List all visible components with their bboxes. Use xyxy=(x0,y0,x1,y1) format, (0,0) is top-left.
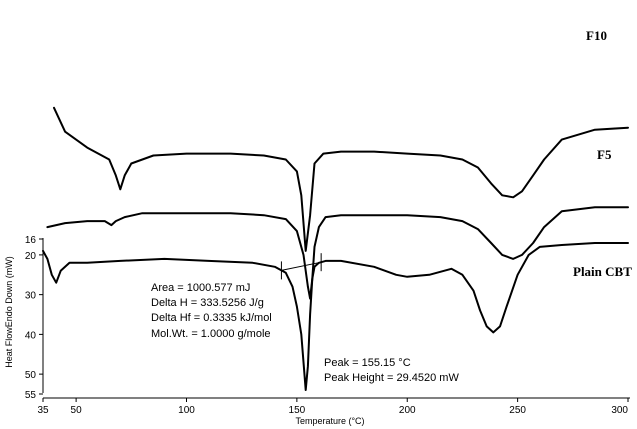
curve-label-f5: F5 xyxy=(597,147,612,162)
y-tick-label: 55 xyxy=(25,390,37,401)
x-tick-label: 35 xyxy=(37,405,49,416)
peak-height-annotation: Peak Height = 29.4520 mW xyxy=(324,372,459,384)
x-tick-label: 50 xyxy=(71,405,83,416)
y-tick-label: 20 xyxy=(25,251,37,262)
curve-plain-cbt xyxy=(42,242,629,391)
x-axis: Temperature (°C) xyxy=(43,397,630,426)
y-tick-labels: 16 20 30 40 50 55 xyxy=(25,235,43,401)
x-tick-label: 200 xyxy=(399,405,416,416)
delta-h-annotation: Delta H = 333.5256 J/g xyxy=(151,297,264,309)
curve-label-plain-cbt: Plain CBT xyxy=(573,264,632,279)
x-axis-title: Temperature (°C) xyxy=(295,416,364,426)
y-axis: Heat FlowEndo Down (mW) xyxy=(4,238,44,393)
y-tick-label: 16 xyxy=(25,235,37,246)
curves xyxy=(42,106,629,391)
x-tick-label: 250 xyxy=(509,405,526,416)
y-tick-label: 50 xyxy=(25,370,37,381)
mol-wt-annotation: Mol.Wt. = 1.0000 g/mole xyxy=(151,328,271,340)
curve-labels: F10 F5 Plain CBT xyxy=(573,28,632,279)
x-tick-labels: 35 50 100 150 200 250 300 xyxy=(37,398,629,416)
y-axis-title: Heat FlowEndo Down (mW) xyxy=(4,256,14,368)
x-tick-label: 300 xyxy=(611,405,628,416)
x-tick-label: 150 xyxy=(289,405,306,416)
peak-temperature-annotation: Peak = 155.15 °C xyxy=(324,357,411,369)
curve-f5 xyxy=(46,206,629,300)
curve-label-f10: F10 xyxy=(586,28,607,43)
delta-hf-annotation: Delta Hf = 0.3335 kJ/mol xyxy=(151,312,272,324)
peak-annotations: Area = 1000.577 mJ Delta H = 333.5256 J/… xyxy=(151,282,459,384)
area-annotation: Area = 1000.577 mJ xyxy=(151,282,250,294)
integration-baseline xyxy=(281,261,322,271)
y-tick-label: 40 xyxy=(25,330,37,341)
y-tick-label: 30 xyxy=(25,291,37,302)
curve-f10 xyxy=(53,106,629,252)
x-tick-label: 100 xyxy=(178,405,195,416)
integration-markers xyxy=(280,253,322,280)
